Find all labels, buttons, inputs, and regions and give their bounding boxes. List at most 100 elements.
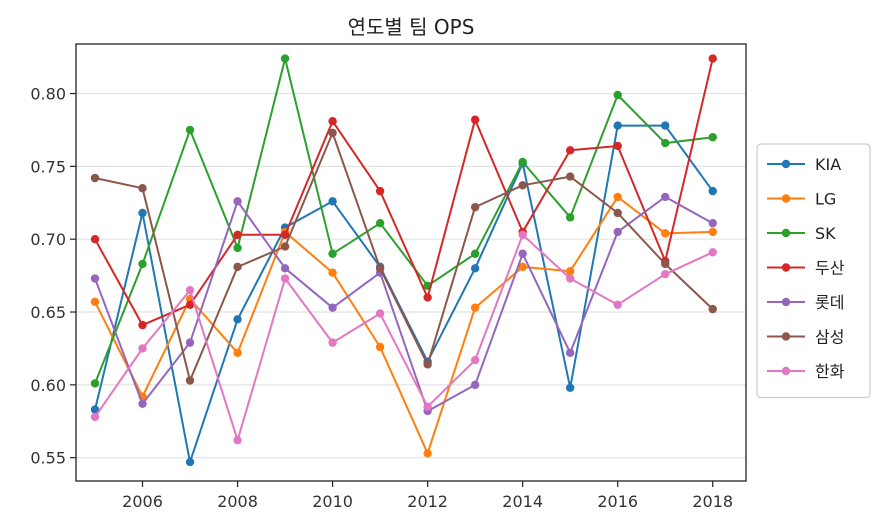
data-point <box>328 249 337 258</box>
data-point <box>375 309 385 318</box>
data-point <box>423 360 432 369</box>
data-point <box>375 264 385 273</box>
data-point <box>138 259 147 269</box>
data-point <box>233 436 242 445</box>
data-point <box>708 54 717 63</box>
data-point <box>613 90 622 100</box>
legend-swatch-marker <box>781 159 791 169</box>
y-tick-label: 0.55 <box>30 449 66 468</box>
x-tick-label: 2012 <box>407 492 448 511</box>
data-point <box>185 300 195 309</box>
data-point <box>708 218 717 228</box>
legend-label: 두산 <box>815 259 845 278</box>
plot-frame <box>75 43 747 482</box>
data-point <box>328 268 337 277</box>
data-point <box>185 285 195 295</box>
y-tick-label: 0.70 <box>30 230 66 249</box>
x-tick-label: 2014 <box>502 492 543 511</box>
data-point <box>328 338 337 347</box>
data-point <box>565 267 575 276</box>
series-line <box>94 131 714 382</box>
data-point <box>661 259 670 269</box>
data-point <box>613 208 622 218</box>
data-point <box>185 457 195 467</box>
data-point <box>375 342 385 352</box>
data-point <box>518 262 527 272</box>
legend-swatch-marker <box>781 332 791 341</box>
chart-title: 연도별 팀 OPS <box>348 15 475 39</box>
data-point <box>565 348 575 358</box>
grid <box>76 92 746 459</box>
data-point <box>328 128 337 138</box>
legend-label: 롯데 <box>815 293 844 312</box>
data-point <box>90 405 100 414</box>
data-point <box>423 449 432 458</box>
data-point <box>233 262 242 272</box>
data-point <box>375 186 385 196</box>
data-point <box>185 376 195 385</box>
data-point <box>518 230 527 240</box>
data-point <box>470 303 480 312</box>
data-point <box>185 125 195 135</box>
data-point <box>90 297 100 307</box>
data-point <box>233 243 242 253</box>
data-point <box>708 186 717 196</box>
data-point <box>280 274 290 283</box>
legend-label: 한화 <box>815 362 845 381</box>
data-point <box>138 208 147 218</box>
data-point <box>518 249 527 258</box>
series-line <box>94 57 713 384</box>
data-point <box>90 173 100 183</box>
data-point <box>185 338 195 347</box>
data-point <box>708 304 717 314</box>
data-point <box>233 230 242 240</box>
data-point <box>233 348 242 358</box>
legend-swatch-marker <box>781 366 791 376</box>
series-line <box>94 195 713 455</box>
data-point <box>470 355 480 365</box>
series-line <box>94 195 714 413</box>
data-point <box>565 383 575 392</box>
data-point <box>138 320 147 330</box>
data-point <box>661 138 670 148</box>
data-point <box>661 269 670 279</box>
data-point <box>708 227 717 237</box>
legend-label: LG <box>815 190 836 209</box>
data-point <box>423 402 432 411</box>
data-point <box>138 344 147 353</box>
data-point <box>613 141 622 151</box>
data-point <box>565 146 575 155</box>
legend-label: SK <box>815 224 836 243</box>
series-line <box>94 58 714 327</box>
legend-swatch-marker <box>781 194 791 203</box>
data-point <box>470 380 480 390</box>
data-point <box>661 229 670 238</box>
data-point <box>233 315 242 324</box>
data-point <box>470 202 480 212</box>
y-tick-label: 0.60 <box>30 376 66 395</box>
x-tick-label: 2018 <box>692 492 733 511</box>
data-point <box>90 234 100 244</box>
axes: 0.55 0.60 0.65 0.70 0.75 0.80 2006 2008 2010 2012… <box>30 85 733 511</box>
data-point <box>613 192 622 202</box>
series-line <box>94 233 714 442</box>
data-point <box>470 264 480 273</box>
data-point <box>565 172 575 181</box>
data-point <box>90 379 100 388</box>
data-point <box>328 303 337 312</box>
data-point <box>328 197 337 206</box>
legend-swatch-marker <box>781 263 791 272</box>
y-tick-label: 0.80 <box>30 85 66 104</box>
data-point <box>613 121 622 130</box>
legend-label: 삼성 <box>815 328 844 347</box>
data-point <box>565 213 575 222</box>
data-point <box>280 54 290 63</box>
data-point <box>708 248 717 257</box>
data-point <box>470 115 480 124</box>
data-point <box>280 242 290 251</box>
y-tick-label: 0.65 <box>30 303 66 322</box>
legend-swatch-marker <box>781 297 791 307</box>
series-layer <box>90 54 717 467</box>
